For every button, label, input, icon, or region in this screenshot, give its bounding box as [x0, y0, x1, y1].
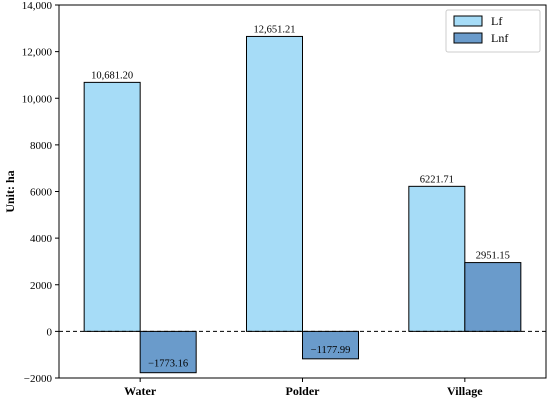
data-label-lf-water: 10,681.20 [91, 70, 133, 81]
legend-label-lnf: Lnf [491, 31, 508, 45]
y-tick-label: 14,000 [22, 0, 53, 12]
legend-swatch-lnf [453, 32, 483, 44]
data-labels-layer: 10,681.20 −1773.16 12,651.21 −1177.99 6221.7… [91, 24, 510, 369]
bar-lnf-polder [302, 330, 360, 360]
x-tick-label: Polder [286, 384, 321, 398]
data-label-lf-polder: 12,651.21 [253, 24, 295, 35]
y-axis-title: Unit: ha [3, 170, 17, 212]
y-tick-label: 12,000 [22, 47, 53, 59]
legend: Lf Lnf [445, 9, 541, 53]
y-tick-label: 2000 [30, 280, 53, 292]
bar-lf-polder [245, 35, 303, 332]
y-tick-label: 10,000 [22, 93, 53, 105]
y-tick-label: 8000 [30, 140, 53, 152]
bar-lf-water [83, 81, 141, 332]
x-tick-label: Water [124, 384, 157, 398]
y-tick-label: 4000 [30, 233, 53, 245]
x-tick-label: Village [447, 384, 483, 398]
x-axis: Water Polder Village [124, 378, 483, 398]
legend-swatch-lf [453, 15, 483, 27]
y-tick-label: 0 [47, 326, 53, 338]
y-tick-label: −2000 [24, 373, 53, 385]
bar-lnf-village [464, 262, 522, 332]
y-axis: −2000 0 2000 4000 6000 8000 10,000 12,000 14,000 [22, 0, 59, 385]
data-label-lf-village: 6221.71 [420, 174, 454, 185]
bar-lnf-water [139, 330, 197, 374]
legend-label-lf: Lf [491, 14, 502, 28]
data-label-lnf-village: 2951.15 [476, 251, 510, 262]
data-label-lnf-polder: −1177.99 [311, 345, 351, 356]
data-label-lnf-water: −1773.16 [148, 359, 188, 370]
bars-layer [83, 35, 522, 374]
y-tick-label: 6000 [30, 187, 53, 199]
bar-lf-village [408, 185, 466, 332]
